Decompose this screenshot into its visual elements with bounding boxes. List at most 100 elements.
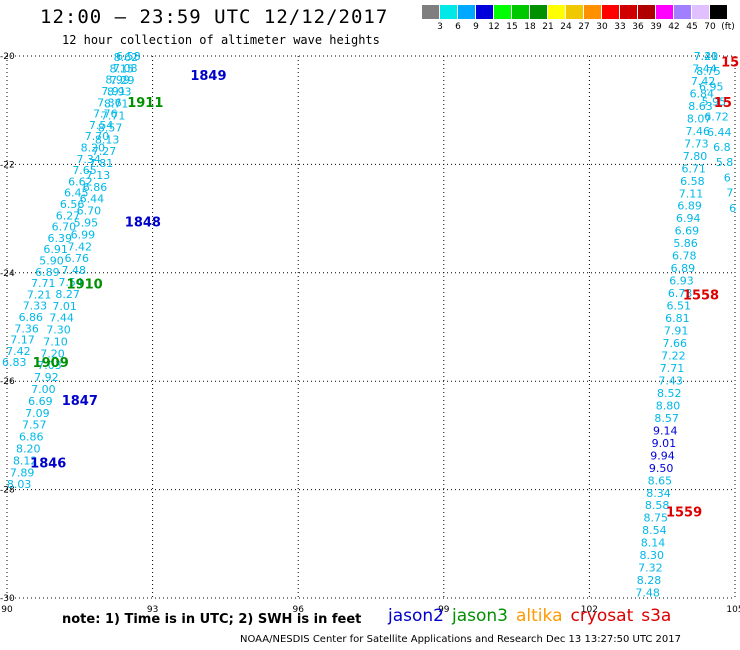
- wave-height-value: 9.14: [653, 424, 678, 437]
- scale-label: 24: [560, 22, 572, 32]
- wave-height-value: 8.20: [81, 141, 106, 154]
- scale-label: 36: [632, 22, 644, 32]
- wave-height-value: 6.99: [71, 228, 96, 241]
- wave-height-value: 7.36: [97, 96, 122, 109]
- wave-height-value: 7.46: [686, 125, 711, 138]
- wave-height-value: 8.99: [105, 74, 130, 87]
- legend-entry: jason3: [452, 606, 508, 626]
- time-label: 1911: [127, 96, 163, 111]
- wave-height-value: 8.30: [639, 549, 664, 562]
- wave-height-value: 7.32: [638, 562, 663, 575]
- wave-height-value: 8.15: [110, 62, 135, 75]
- wave-height-value: 7.22: [661, 349, 686, 362]
- wave-height-value: 9.94: [650, 449, 675, 462]
- wave-height-value: 6.95: [699, 80, 724, 93]
- legend-entry: s3a: [641, 606, 672, 626]
- time-label: 1559: [666, 505, 702, 520]
- scale-swatch: [476, 5, 493, 19]
- time-label: 1848: [125, 215, 161, 230]
- chart-title: 12:00 — 23:59 UTC 12/12/2017: [40, 6, 389, 28]
- scale-label: 70: [704, 22, 716, 32]
- wave-height-value: 6.72: [704, 111, 729, 124]
- scale-label: 33: [614, 22, 626, 32]
- y-tick-label: -26: [0, 377, 15, 387]
- scale-swatch: [620, 5, 637, 19]
- wave-height-value: 6.70: [77, 205, 102, 218]
- scale-swatch: [566, 5, 583, 19]
- scale-label: 6: [455, 22, 461, 32]
- wave-height-value: 8.52: [657, 387, 682, 400]
- wave-height-value: 6.86: [19, 311, 44, 324]
- wave-height-value: 7.80: [683, 150, 708, 163]
- wave-height-value: 7.10: [43, 335, 68, 348]
- wave-height-value: 9.50: [649, 462, 674, 475]
- wave-height-value: 8.65: [648, 474, 673, 487]
- wave-height-value: 5.8: [716, 156, 734, 169]
- wave-height-value: 6.58: [116, 50, 141, 63]
- chart-credit: NOAA/NESDIS Center for Satellite Applica…: [240, 634, 682, 645]
- wave-height-value: 6.45: [64, 187, 89, 200]
- scale-label: 45: [686, 22, 698, 32]
- wave-height-value: 7.57: [22, 419, 47, 432]
- wave-height-value: 8.62: [114, 51, 139, 64]
- wave-height-value: 6.27: [56, 209, 81, 222]
- wave-height-value: 6.8: [713, 141, 731, 154]
- scale-swatch: [692, 5, 709, 19]
- wave-height-value: 6.83: [2, 356, 27, 369]
- chart-subtitle: 12 hour collection of altimeter wave hei…: [62, 33, 380, 47]
- wave-height-value: 7.71: [101, 109, 126, 122]
- scale-swatch: [656, 5, 673, 19]
- wave-height-value: 7.71: [31, 277, 56, 290]
- wave-height-value: 6: [724, 171, 731, 184]
- wave-height-value: 7.34: [76, 153, 101, 166]
- wave-height-value: 7: [726, 187, 733, 200]
- y-tick-label: -28: [0, 486, 15, 496]
- wave-height-value: 7.54: [89, 119, 114, 132]
- wave-height-value: 6.70: [52, 221, 77, 234]
- scale-swatch: [584, 5, 601, 19]
- scale-label: 9: [473, 22, 479, 32]
- wave-height-value: 8.03: [7, 478, 32, 491]
- scale-label: 18: [524, 22, 536, 32]
- legend-entry: cryosat: [570, 606, 634, 626]
- wave-height-value: 7.20: [694, 50, 719, 63]
- x-tick-label: 93: [147, 605, 158, 615]
- wave-height-value: 7.71: [660, 362, 685, 375]
- wave-height-value: 6.56: [60, 198, 85, 211]
- scale-label: 15: [506, 22, 518, 32]
- wave-height-value: 8.07: [687, 112, 712, 125]
- wave-height-value: 7.91: [101, 85, 126, 98]
- scale-label: 21: [542, 22, 554, 32]
- wave-height-value: 8.54: [642, 524, 667, 537]
- wave-height-value: 7.03: [37, 359, 62, 372]
- scale-label: 30: [596, 22, 608, 32]
- wave-height-value: 8.13: [95, 133, 120, 146]
- x-tick-label: 105: [726, 605, 740, 615]
- wave-height-value: 7.29: [110, 74, 135, 87]
- scale-swatch: [512, 5, 529, 19]
- x-tick-label: 99: [438, 605, 450, 615]
- wave-height-value: 7.41: [694, 50, 719, 63]
- scale-swatch: [494, 5, 511, 19]
- wave-height-value: 7.65: [72, 164, 97, 177]
- wave-height-value: 5.86: [673, 237, 698, 250]
- wave-height-value: 6.73: [668, 287, 693, 300]
- wave-height-value: 6.69: [675, 225, 700, 238]
- time-label: 1909: [33, 356, 69, 371]
- wave-height-value: 7.21: [27, 288, 52, 301]
- wave-height-value: 8.75: [696, 65, 721, 78]
- scale-label: 27: [578, 22, 590, 32]
- time-label: 15: [721, 55, 739, 70]
- legend-entry: altika: [516, 606, 563, 626]
- time-label: 1849: [190, 69, 226, 84]
- wave-height-value: 9.01: [652, 437, 677, 450]
- time-label: 1846: [30, 457, 66, 472]
- wave-height-value: 7.44: [49, 312, 74, 325]
- wave-height-value: 6.89: [35, 266, 60, 279]
- wave-height-value: 8.63: [688, 100, 713, 113]
- wave-height-value: 7.36: [14, 322, 39, 335]
- wave-height-value: 6.78: [672, 250, 697, 263]
- wave-height-value: 7.00: [31, 383, 56, 396]
- wave-height-value: 8.58: [645, 499, 670, 512]
- time-label: 1558: [683, 288, 719, 303]
